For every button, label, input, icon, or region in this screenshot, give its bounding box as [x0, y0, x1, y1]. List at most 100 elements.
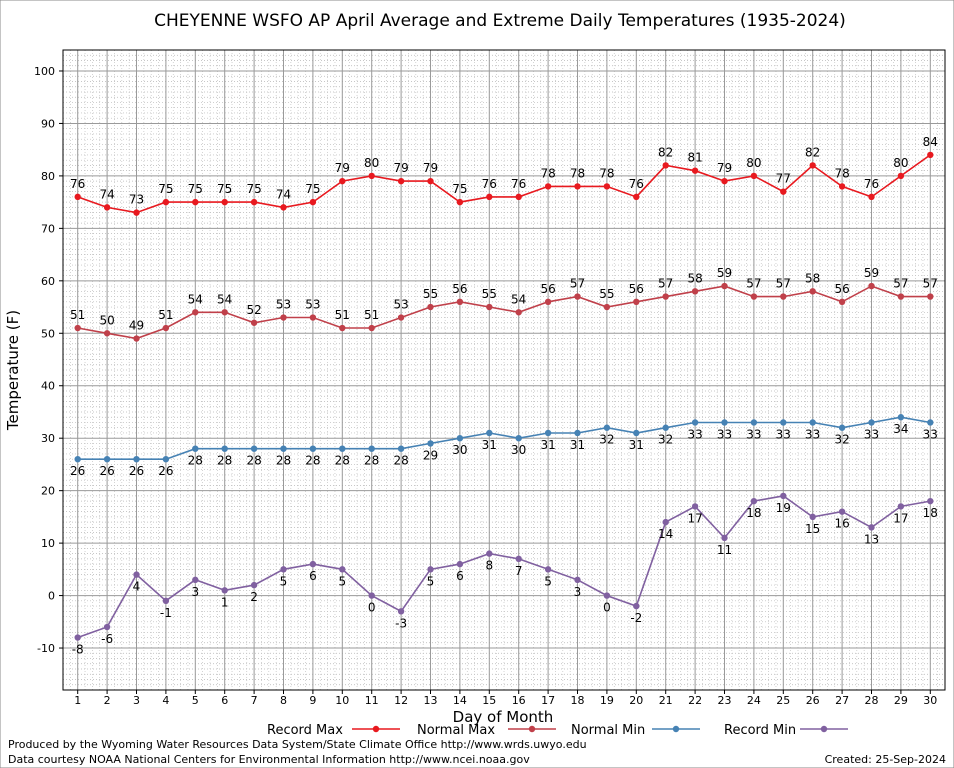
- y-tick-label: 50: [41, 327, 55, 340]
- data-point: [456, 560, 464, 568]
- data-label: 54: [217, 292, 232, 306]
- data-label: 78: [570, 166, 585, 180]
- data-label: 30: [452, 443, 467, 457]
- data-label: -3: [395, 616, 407, 630]
- data-label: 51: [335, 308, 350, 322]
- series-normal-max: 51 50 49 51 54 54 52 53 53 51 51 53 55 56 55 54 56 57 55 56…: [70, 266, 938, 342]
- data-label: 73: [129, 193, 144, 207]
- x-tick-label: 26: [806, 694, 820, 707]
- data-label: 51: [70, 308, 85, 322]
- series-record-min: -8 -6 4 -1 3 1 2 5 6 5 0 -3 5 6 8 7 5 3 0 -2 14 17 11 18 19 15 16 1…: [72, 492, 938, 657]
- data-point: [897, 414, 905, 421]
- legend-item: Normal Max: [417, 723, 556, 738]
- data-point: [780, 293, 787, 300]
- data-point: [250, 581, 258, 589]
- legend-label: Normal Min: [571, 723, 645, 738]
- x-tick-label: 2: [104, 694, 111, 707]
- data-point: [339, 177, 346, 185]
- data-point: [780, 188, 787, 195]
- data-label: 56: [629, 282, 644, 296]
- y-axis: -10 0 10 20 30 40 50 60 70 80 90 100: [34, 65, 63, 655]
- y-tick-label: 10: [41, 537, 55, 550]
- data-point: [74, 324, 81, 332]
- data-label: 31: [482, 438, 497, 452]
- data-point: [250, 445, 258, 452]
- data-point: [691, 288, 699, 295]
- data-point: [544, 566, 552, 573]
- data-label: -1: [160, 606, 172, 620]
- data-point: [691, 503, 699, 510]
- data-point: [192, 309, 199, 316]
- data-point: [280, 204, 287, 211]
- y-tick-label: 0: [48, 590, 55, 603]
- data-point: [780, 419, 787, 426]
- data-label: 4: [133, 580, 141, 594]
- series-line: [77, 285, 931, 340]
- data-point: [103, 330, 111, 337]
- data-point: [103, 204, 111, 211]
- x-tick-label: 13: [424, 694, 438, 707]
- data-label: 76: [70, 177, 85, 191]
- data-label: 26: [99, 464, 114, 478]
- series-record-max: 76 74 73 75 75 75 75 74 75 79 80 79 79 75 76 76 78 78 78 76…: [70, 135, 938, 216]
- data-point: [280, 314, 287, 321]
- data-label: 78: [599, 166, 614, 180]
- data-label: 76: [629, 177, 644, 191]
- data-label: 0: [603, 601, 611, 615]
- data-label: 59: [864, 266, 879, 280]
- data-label: 31: [570, 438, 585, 452]
- data-label: 32: [658, 433, 673, 447]
- y-axis-label: Temperature (F): [4, 310, 22, 431]
- x-tick-label: 28: [865, 694, 879, 707]
- data-label: 55: [482, 287, 497, 301]
- data-point: [133, 209, 140, 216]
- data-label: 82: [658, 145, 673, 159]
- data-point: [368, 324, 375, 332]
- data-label: 33: [776, 427, 791, 441]
- x-axis: 1 2 3 4 5 6 7 8 9 10 11 12 13 14 15 16 17 18 19 20 21 22 23 24 2…: [74, 690, 937, 707]
- data-label: 56: [834, 282, 849, 296]
- data-point: [544, 183, 552, 190]
- data-point: [397, 177, 405, 185]
- data-label: 74: [99, 187, 114, 201]
- data-point: [368, 172, 375, 180]
- data-point: [456, 434, 464, 442]
- data-label: 28: [276, 454, 291, 468]
- data-label: 57: [776, 277, 791, 291]
- x-tick-label: 29: [894, 694, 908, 707]
- data-label: 57: [746, 277, 761, 291]
- data-label: 6: [456, 569, 464, 583]
- data-label: 75: [452, 182, 467, 196]
- data-point: [192, 576, 199, 584]
- data-point: [221, 309, 228, 316]
- data-point: [456, 198, 464, 206]
- data-label: -6: [101, 632, 113, 646]
- y-tick-label: 40: [41, 380, 55, 393]
- grid: [63, 49, 945, 691]
- data-label: 5: [427, 574, 435, 588]
- data-label: 57: [893, 277, 908, 291]
- data-point: [838, 298, 846, 306]
- data-label: 53: [276, 298, 291, 312]
- data-label: 31: [540, 438, 555, 452]
- data-point: [662, 424, 669, 431]
- data-point: [74, 455, 81, 463]
- data-point: [397, 314, 405, 321]
- data-label: 77: [776, 172, 791, 186]
- data-point: [868, 282, 875, 290]
- data-label: 5: [338, 574, 346, 588]
- data-point: [486, 429, 493, 437]
- data-label: 75: [217, 182, 232, 196]
- data-label: 51: [364, 308, 379, 322]
- plot-frame: [62, 49, 946, 691]
- data-label: 52: [246, 303, 261, 317]
- x-tick-label: 24: [747, 694, 761, 707]
- data-point: [221, 198, 228, 206]
- x-tick-label: 15: [482, 694, 496, 707]
- x-tick-label: 10: [335, 694, 349, 707]
- data-label: -8: [72, 643, 84, 657]
- data-point: [397, 608, 405, 615]
- x-tick-label: 14: [453, 694, 467, 707]
